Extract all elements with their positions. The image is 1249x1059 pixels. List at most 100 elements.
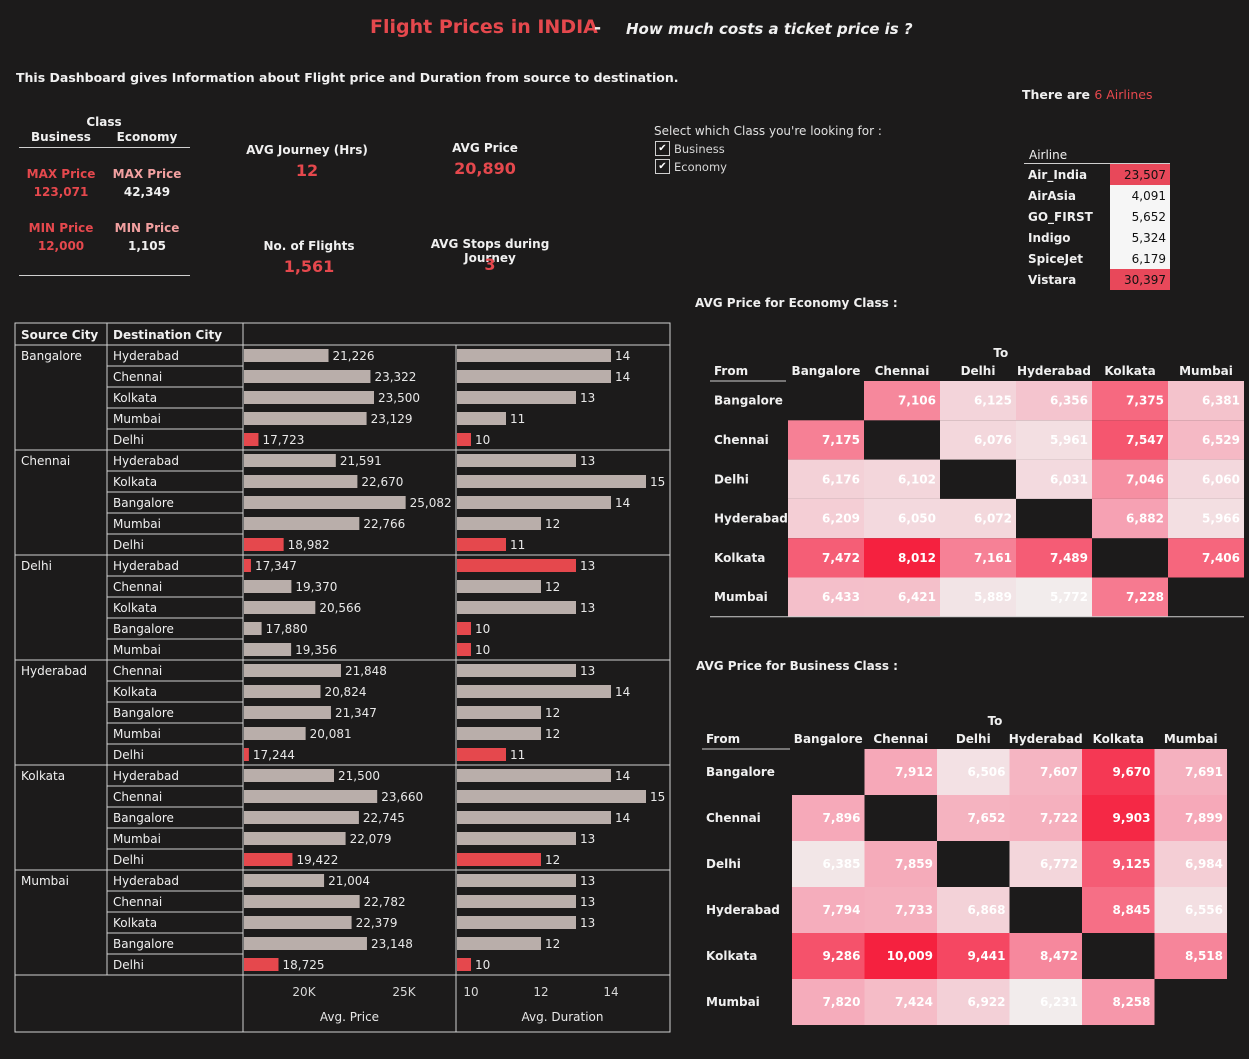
- price-bar-label: 21,591: [340, 454, 382, 468]
- check-icon[interactable]: ✔: [655, 159, 670, 174]
- heatmap-cell-label: 6,385: [823, 857, 861, 871]
- heatmap-cell-label: 5,772: [1050, 590, 1088, 604]
- duration-bar-label: 13: [580, 832, 595, 846]
- destination-city-label: Delhi: [113, 853, 144, 867]
- airline-name: Air_India: [1028, 167, 1088, 182]
- airline-avg-price: 6,179: [1110, 248, 1170, 269]
- price-bar: [244, 643, 292, 656]
- filter-option-label: Economy: [674, 159, 727, 174]
- heatmap-cell-label: 8,472: [1040, 949, 1078, 963]
- economy-max-value: 42,349: [123, 185, 171, 199]
- duration-bar: [457, 496, 611, 509]
- airline-row: GO_FIRST 5,652: [1024, 206, 1170, 227]
- heatmap-cell-label: 7,472: [822, 551, 860, 565]
- class-title: Class: [86, 115, 122, 129]
- destination-city-label: Mumbai: [113, 517, 161, 531]
- destination-city-label: Chennai: [113, 790, 162, 804]
- duration-bar-label: 12: [545, 517, 560, 531]
- price-bar-label: 18,982: [288, 538, 330, 552]
- price-bar-label: 21,004: [328, 874, 370, 888]
- duration-bar: [457, 370, 611, 383]
- heatmap-cell-label: 9,441: [968, 949, 1006, 963]
- destination-city-label: Hyderabad: [113, 559, 179, 573]
- heatmap-from-label: From: [714, 364, 748, 378]
- filter-option-economy[interactable]: ✔ Economy: [655, 159, 727, 174]
- price-bar: [244, 811, 359, 824]
- destination-city-label: Bangalore: [113, 811, 174, 825]
- price-bar-label: 23,660: [381, 790, 423, 804]
- heatmap-cell-label: 6,060: [1202, 472, 1240, 486]
- heatmap-cell: [1092, 459, 1168, 499]
- heatmap-cell-label: 6,922: [968, 995, 1006, 1009]
- heatmap-cell: [1168, 538, 1244, 578]
- filter-option-business[interactable]: ✔ Business: [655, 141, 725, 156]
- heatmap-cell: [1168, 459, 1244, 499]
- heatmap-cell: [1082, 887, 1155, 933]
- price-bar-label: 22,766: [363, 517, 405, 531]
- price-bar: [244, 706, 331, 719]
- heatmap-row-header: Delhi: [714, 472, 749, 486]
- destination-city-label: Kolkata: [113, 475, 157, 489]
- economy-heatmap-title: AVG Price for Economy Class :: [695, 296, 898, 310]
- airline-name: Indigo: [1028, 230, 1071, 245]
- heatmap-cell-label: 6,102: [898, 472, 936, 486]
- price-bar: [244, 433, 259, 446]
- destination-city-label: Delhi: [113, 748, 144, 762]
- duration-bar-label: 10: [475, 643, 490, 657]
- price-bar: [244, 601, 316, 614]
- heatmap-cell: [788, 420, 864, 460]
- airline-header: Airline: [1029, 148, 1068, 162]
- duration-bar-label: 11: [510, 412, 525, 426]
- price-bar-label: 18,725: [283, 958, 325, 972]
- heatmap-cell-label: 7,046: [1126, 472, 1164, 486]
- airline-avg-price: 23,507: [1110, 164, 1170, 185]
- heatmap-cell: [1168, 498, 1244, 539]
- duration-axis-tick: 12: [533, 985, 548, 999]
- heatmap-col-header: Kolkata: [1104, 364, 1155, 378]
- destination-city-label: Bangalore: [113, 937, 174, 951]
- price-bar: [244, 853, 293, 866]
- heatmap-cell-label: 7,161: [974, 551, 1012, 565]
- heatmap-cell-label: 6,984: [1185, 857, 1223, 871]
- airline-avg-price: 5,324: [1110, 227, 1170, 248]
- airline-count-value: 6 Airlines: [1094, 87, 1153, 102]
- heatmap-cell: [1009, 979, 1082, 1025]
- check-icon[interactable]: ✔: [655, 141, 670, 156]
- heatmap-row-header: Mumbai: [714, 590, 768, 604]
- airline-avg-price: 5,652: [1110, 206, 1170, 227]
- duration-bar: [457, 769, 611, 782]
- heatmap-cell: [1092, 420, 1168, 460]
- duration-bar-label: 11: [510, 538, 525, 552]
- duration-axis-tick: 14: [603, 985, 618, 999]
- heatmap-cell: [792, 933, 865, 979]
- duration-bar-label: 14: [615, 496, 630, 510]
- business-heatmap-title: AVG Price for Business Class :: [696, 659, 898, 673]
- duration-bar: [457, 601, 576, 614]
- heatmap-cell: [864, 933, 937, 979]
- title-separator: -: [594, 18, 602, 38]
- heatmap-cell: [792, 795, 865, 841]
- heatmap-cell: [1092, 498, 1168, 539]
- price-bar: [244, 559, 251, 572]
- heatmap-col-header: Delhi: [956, 732, 991, 746]
- duration-bar: [457, 433, 471, 446]
- heatmap-cell: [1009, 933, 1082, 979]
- avg-journey-label: AVG Journey (Hrs): [246, 143, 368, 157]
- airline-avg-price: 30,397: [1110, 269, 1170, 290]
- heatmap-cell-label: 6,050: [898, 512, 936, 526]
- heatmap-row-header: Chennai: [714, 433, 769, 447]
- heatmap-cell-label: 6,772: [1040, 857, 1078, 871]
- price-bar-label: 21,347: [335, 706, 377, 720]
- duration-bar: [457, 790, 646, 803]
- duration-bar: [457, 580, 541, 593]
- airline-row: SpiceJet 6,179: [1024, 248, 1170, 269]
- business-header: Business: [31, 130, 91, 144]
- duration-bar-label: 10: [475, 622, 490, 636]
- destination-city-label: Chennai: [113, 580, 162, 594]
- price-bar-label: 19,422: [296, 853, 338, 867]
- stops-value: 3: [484, 255, 496, 274]
- heatmap-row-header: Kolkata: [706, 949, 757, 963]
- destination-city-label: Chennai: [113, 664, 162, 678]
- duration-bar-label: 13: [580, 454, 595, 468]
- price-bar: [244, 370, 371, 383]
